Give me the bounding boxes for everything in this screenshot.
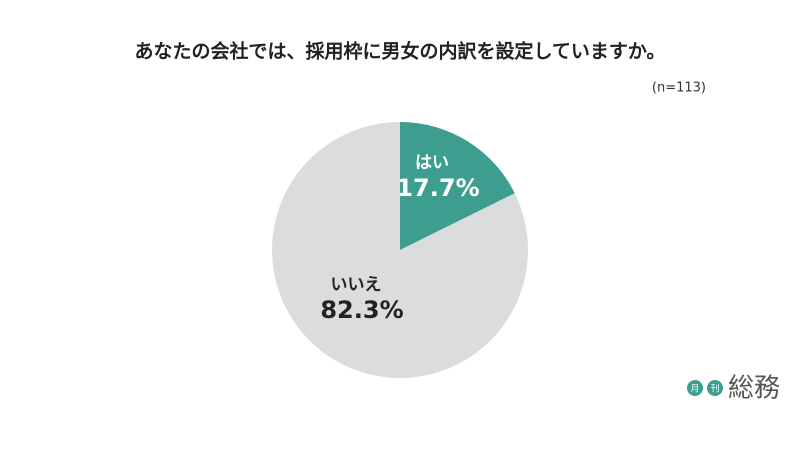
value-label: 17.7% [396, 174, 479, 202]
logo: 月 刊 総務 [687, 374, 780, 404]
chart-title: あなたの会社では、採用枠に男女の内訳を設定していますか。 [134, 40, 665, 63]
pie-slice [272, 122, 528, 379]
logo-badge [687, 380, 703, 396]
logo-main: 総務 [728, 374, 780, 404]
chart-subtitle: (n=113) [652, 81, 706, 96]
logo-small: 月 [690, 384, 699, 395]
slice-label: いいえ [330, 275, 381, 295]
value-label: 82.3% [320, 296, 403, 324]
logo-badge [707, 380, 723, 396]
logo-small: 刊 [710, 383, 719, 395]
slice-label: はい [415, 153, 449, 173]
pie-slice [400, 122, 515, 250]
